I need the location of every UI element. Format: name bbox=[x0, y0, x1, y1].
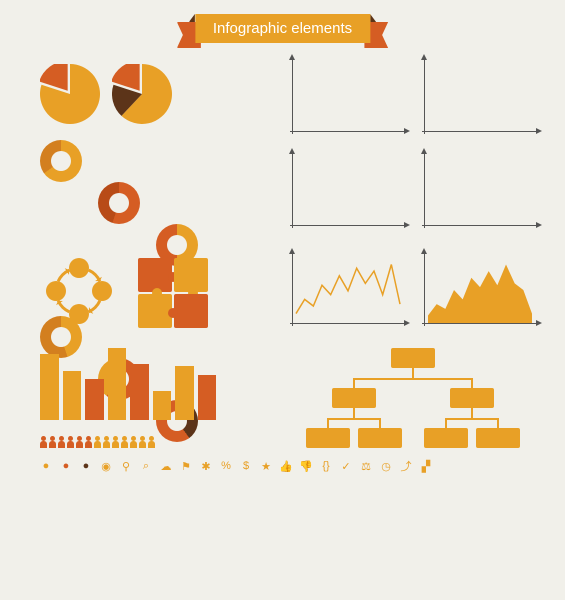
dollar-icon: $ bbox=[240, 460, 252, 472]
gauge-icon: ◷ bbox=[380, 460, 392, 472]
gear-icon: ✱ bbox=[200, 460, 212, 472]
pie-icon: ● bbox=[40, 460, 52, 472]
percent-icon: % bbox=[220, 460, 232, 472]
chat-icon: ☁ bbox=[160, 460, 172, 472]
puzzle-diagram bbox=[138, 258, 208, 328]
people-row bbox=[40, 436, 155, 448]
thumb-down-icon: 👎 bbox=[300, 460, 312, 472]
pie-icon: ● bbox=[60, 460, 72, 472]
bar bbox=[418, 58, 538, 138]
stacked-bar bbox=[286, 152, 406, 232]
donut-chart bbox=[40, 140, 82, 182]
flag-icon: ⚑ bbox=[180, 460, 192, 472]
bulb-icon: ◉ bbox=[100, 460, 112, 472]
pin-icon: ⚲ bbox=[120, 460, 132, 472]
pie-chart bbox=[40, 64, 100, 124]
pie-icon: ● bbox=[80, 460, 92, 472]
bars-icon: ▞ bbox=[420, 460, 432, 472]
donut-chart bbox=[98, 182, 140, 224]
bar bbox=[286, 58, 406, 138]
bar bbox=[418, 152, 538, 232]
brace-icon: {} bbox=[320, 460, 332, 472]
cycle-diagram bbox=[46, 258, 112, 324]
icon-row: ● ● ● ◉ ⚲ ⌕ ☁ ⚑ ✱% $ ★ 👍 👎 {} ✓ ⚖ ◷ ⤴ ▞ bbox=[40, 460, 530, 472]
title-banner: Infographic elements bbox=[195, 14, 370, 43]
trend-icon: ⤴ bbox=[400, 460, 412, 472]
pie-chart bbox=[112, 64, 172, 124]
thumb-up-icon: 👍 bbox=[280, 460, 292, 472]
org-chart bbox=[304, 348, 522, 450]
star-icon: ★ bbox=[260, 460, 272, 472]
title-text: Infographic elements bbox=[195, 14, 370, 43]
area bbox=[418, 252, 538, 330]
bar-chart bbox=[40, 348, 216, 420]
scale-icon: ⚖ bbox=[360, 460, 372, 472]
check-icon: ✓ bbox=[340, 460, 352, 472]
line bbox=[286, 252, 406, 330]
search-icon: ⌕ bbox=[140, 460, 152, 472]
